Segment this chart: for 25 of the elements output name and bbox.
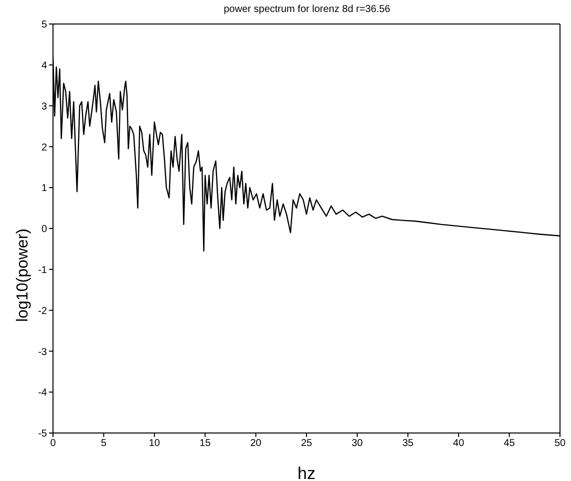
y-tick-label: 1 [41, 183, 48, 194]
x-tick-label: 30 [352, 438, 364, 450]
x-tick-label: 15 [200, 438, 212, 450]
x-tick-label: 10 [148, 438, 160, 450]
y-tick-label: -5 [38, 428, 48, 440]
y-tick-label: 3 [41, 101, 48, 112]
x-tick-label: 45 [504, 438, 516, 450]
x-tick-label: 5 [100, 438, 107, 450]
x-tick-label: 50 [554, 438, 566, 450]
y-tick-label: 5 [41, 20, 48, 31]
y-tick-label: -1 [38, 264, 48, 276]
chart-title: power spectrum for lorenz 8d r=36.56 [222, 4, 392, 15]
x-tick-label: 35 [402, 438, 414, 450]
x-axis-title: hz [298, 464, 316, 481]
x-tick-label: 25 [300, 438, 312, 450]
x-tick-label: 40 [453, 438, 465, 450]
x-tick-label: 0 [50, 438, 56, 450]
y-tick-label: 2 [41, 142, 48, 154]
y-tick-label: 0 [41, 224, 48, 236]
y-tick-label: -3 [38, 346, 48, 358]
y-tick-label: -4 [38, 388, 48, 399]
y-axis-title: log10(power) [14, 228, 32, 322]
y-tick-label: -2 [38, 306, 48, 317]
y-tick-label: 4 [41, 60, 48, 72]
x-tick-label: 20 [250, 438, 262, 450]
